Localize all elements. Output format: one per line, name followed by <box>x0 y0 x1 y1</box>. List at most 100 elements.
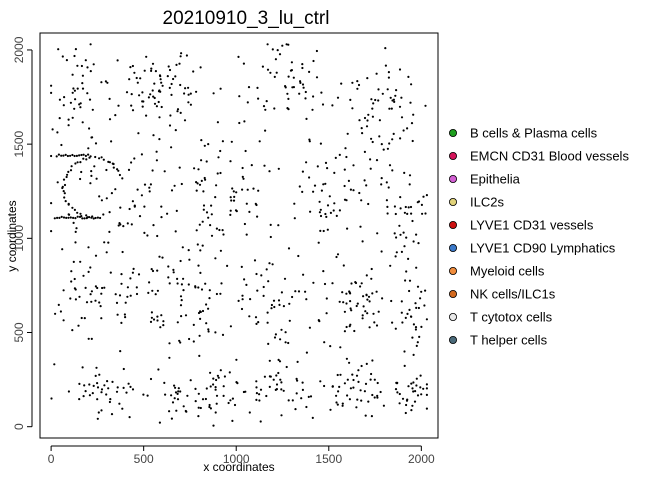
data-point <box>205 387 208 390</box>
data-point <box>62 319 65 322</box>
data-point <box>131 64 134 68</box>
data-point <box>167 276 170 279</box>
data-point <box>202 204 206 207</box>
data-point <box>415 377 418 380</box>
data-point <box>160 205 163 208</box>
data-point <box>103 241 106 244</box>
data-point <box>387 186 390 189</box>
data-point <box>259 420 262 423</box>
data-point <box>245 202 248 205</box>
data-point <box>172 77 175 81</box>
data-point <box>58 98 62 101</box>
data-point <box>376 396 379 399</box>
data-point <box>146 234 149 237</box>
x-tick-label: 500 <box>134 452 154 466</box>
data-point <box>373 378 376 381</box>
data-point <box>371 107 374 110</box>
data-point <box>346 378 349 381</box>
data-point <box>123 313 126 316</box>
data-point <box>82 395 85 398</box>
data-point <box>404 411 407 415</box>
data-point <box>304 90 307 94</box>
data-point <box>70 270 73 273</box>
data-point <box>237 55 240 59</box>
data-point <box>302 273 305 276</box>
data-point <box>400 311 403 314</box>
data-point <box>73 54 76 58</box>
data-point <box>189 103 192 106</box>
data-point <box>142 393 145 396</box>
data-point <box>73 89 76 92</box>
data-point <box>272 378 275 381</box>
data-point <box>199 249 202 252</box>
data-point <box>301 83 305 86</box>
data-point <box>420 290 423 293</box>
data-point <box>103 384 106 387</box>
data-point <box>106 81 109 84</box>
data-point <box>149 183 152 186</box>
data-point <box>143 69 146 72</box>
data-point <box>92 217 95 220</box>
data-point <box>197 168 200 171</box>
data-point <box>184 314 188 317</box>
data-point <box>391 169 394 172</box>
data-point <box>55 155 58 158</box>
data-point <box>90 300 93 303</box>
legend-label: EMCN CD31 Blood vessels <box>470 149 629 164</box>
data-point <box>384 64 387 67</box>
data-point <box>82 153 85 156</box>
data-point <box>143 231 146 234</box>
data-point <box>388 107 391 110</box>
data-point <box>356 87 359 90</box>
data-point <box>75 227 78 230</box>
data-point <box>361 240 364 243</box>
data-point <box>175 409 178 412</box>
data-point <box>336 373 339 377</box>
data-point <box>277 299 281 302</box>
data-point <box>282 305 285 308</box>
data-point <box>363 150 366 153</box>
data-point <box>336 403 339 406</box>
data-point <box>65 175 68 179</box>
data-point <box>307 395 310 398</box>
data-point <box>329 408 332 411</box>
data-point <box>74 217 77 220</box>
data-point <box>104 80 107 83</box>
data-point <box>222 385 225 388</box>
data-point <box>216 172 219 175</box>
data-point <box>92 384 95 387</box>
data-point <box>89 266 92 269</box>
data-point <box>399 207 402 210</box>
data-point <box>161 256 164 259</box>
data-point <box>253 259 257 262</box>
data-point <box>299 80 302 83</box>
data-point <box>83 217 86 220</box>
data-point <box>370 98 373 101</box>
data-point <box>199 317 202 320</box>
data-point <box>351 107 354 110</box>
data-point <box>362 295 365 298</box>
data-point <box>366 298 369 301</box>
data-point <box>305 298 308 301</box>
data-point <box>127 382 130 385</box>
data-point <box>248 210 251 213</box>
data-point <box>179 55 182 58</box>
data-point <box>329 211 332 214</box>
data-point <box>91 108 94 111</box>
data-point <box>153 96 156 100</box>
data-point <box>199 406 202 410</box>
data-point <box>197 264 200 267</box>
data-point <box>312 59 315 63</box>
data-point <box>419 297 422 300</box>
data-point <box>189 92 192 95</box>
data-point <box>173 397 176 400</box>
data-point <box>412 390 415 393</box>
data-point <box>221 333 225 336</box>
data-point <box>56 216 59 219</box>
data-point <box>308 140 311 143</box>
data-point <box>401 321 404 324</box>
data-point <box>291 295 294 299</box>
x-tick-label: 1000 <box>223 452 250 466</box>
data-point <box>371 140 374 144</box>
